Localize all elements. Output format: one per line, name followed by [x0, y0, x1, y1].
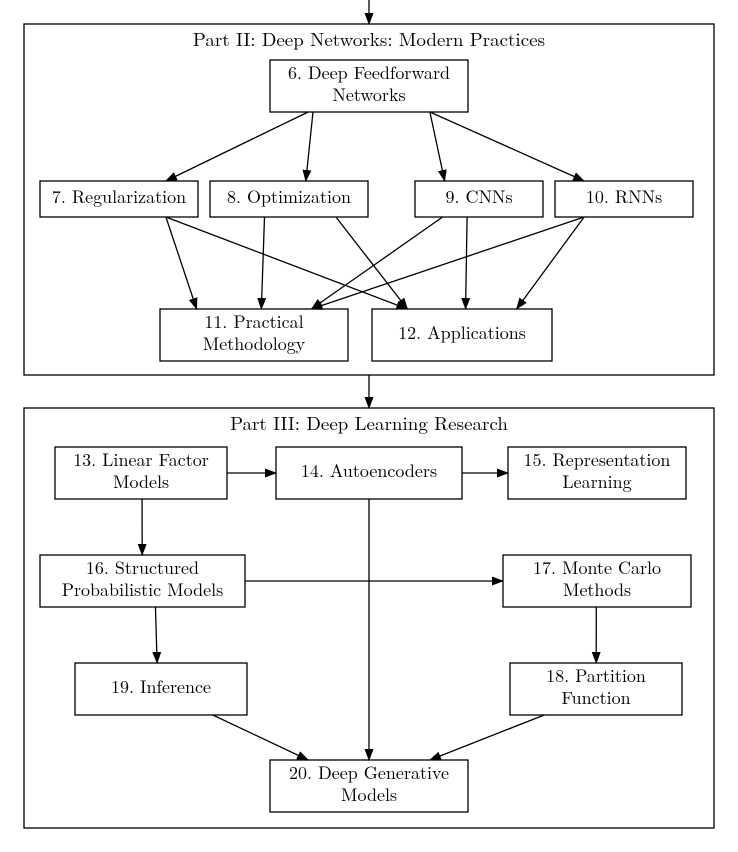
node-label-n18-1: Function	[561, 685, 630, 710]
node-label-n15-1: Learning	[562, 469, 631, 494]
node-label-n19-0: 19. Inference	[111, 674, 211, 699]
diagram-root: Part II: Deep Networks: Modern Practices…	[0, 0, 738, 852]
node-label-n16-1: Probabilistic Models	[62, 577, 224, 602]
node-label-n9-0: 9. CNNs	[445, 184, 512, 209]
diagram-svg: Part II: Deep Networks: Modern Practices…	[0, 0, 738, 852]
container-title-part2: Part II: Deep Networks: Modern Practices	[193, 25, 545, 52]
node-label-n11-1: Methodology	[203, 331, 306, 356]
node-label-n6-1: Networks	[332, 82, 405, 107]
node-label-n17-1: Methods	[563, 577, 631, 602]
node-label-n7-0: 7. Regularization	[52, 184, 186, 209]
node-label-n10-0: 10. RNNs	[586, 184, 662, 209]
node-label-n14-0: 14. Autoencoders	[301, 458, 437, 483]
node-label-n13-1: Models	[113, 469, 169, 494]
node-label-n12-0: 12. Applications	[398, 320, 526, 345]
node-label-n20-1: Models	[341, 782, 397, 807]
node-label-n8-0: 8. Optimization	[227, 184, 351, 209]
container-title-part3: Part III: Deep Learning Research	[230, 409, 508, 436]
